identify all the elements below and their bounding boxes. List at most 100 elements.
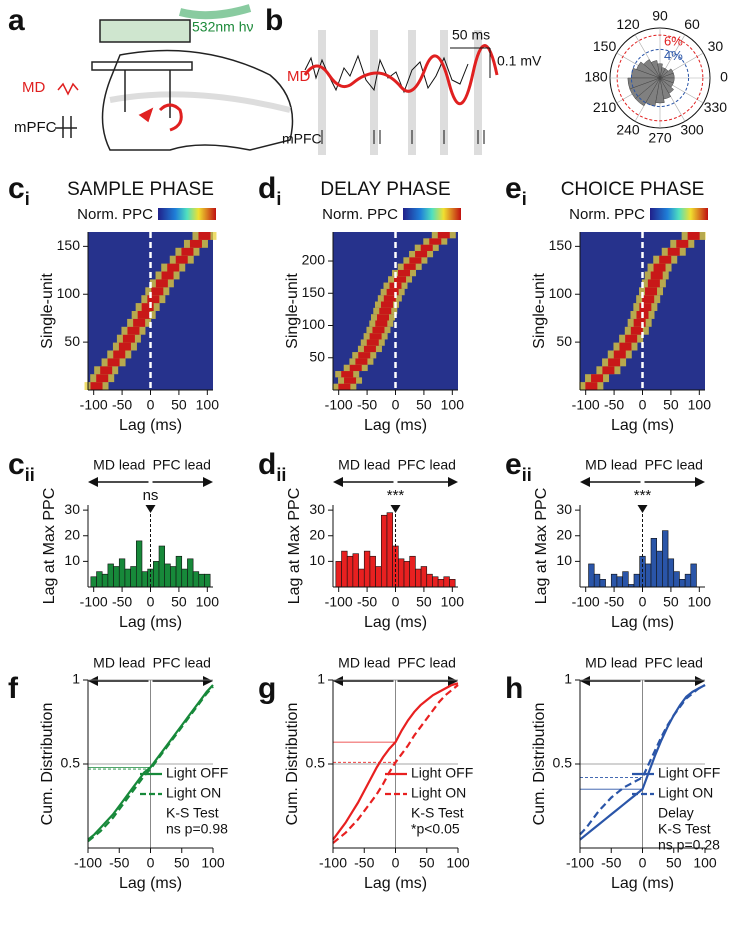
lead-label: MD lead [585, 655, 637, 671]
x-tick-label: 100 [688, 594, 712, 610]
x-tick-label: -100 [74, 855, 102, 871]
y-axis-label: Single-unit [284, 273, 301, 349]
bar [346, 555, 354, 588]
bar [181, 568, 188, 588]
y-tick-label: 50 [556, 333, 572, 349]
y-tick-label: 20 [309, 526, 325, 542]
brain-outline [101, 49, 294, 151]
heat-peak [602, 366, 615, 375]
time-scale-label: 50 ms [452, 27, 490, 43]
x-tick-label: 100 [446, 855, 470, 871]
y-tick-label: 0.5 [553, 755, 573, 771]
y-tick-label: 0.5 [306, 755, 326, 771]
x-axis-label: Lag (ms) [364, 614, 427, 631]
panel-sublabel: i [25, 189, 30, 209]
bar [341, 550, 348, 588]
panel-sublabel: i [276, 189, 281, 209]
x-tick-label: 50 [666, 855, 682, 871]
arrowhead [203, 477, 213, 487]
panel-label: b [265, 4, 283, 37]
colorbar-label: Norm. PPC [569, 206, 645, 223]
panel-label: ci [8, 172, 30, 209]
heat-peak [380, 301, 393, 308]
theta-tick-label: 270 [648, 130, 672, 146]
colorbar-label: Norm. PPC [322, 206, 398, 223]
cycle-band [408, 30, 416, 155]
bar [599, 579, 606, 588]
arrowhead [580, 676, 590, 686]
heat-peak [133, 318, 146, 327]
x-tick-label: -100 [80, 594, 108, 610]
bar [118, 558, 126, 588]
x-axis-label: Lag (ms) [364, 417, 427, 434]
y-axis-label: Lag at Max PPC [41, 488, 58, 605]
heat-peak [122, 334, 135, 343]
bar [369, 555, 376, 588]
x-tick-label: 100 [441, 397, 465, 413]
cycle-band [474, 30, 482, 155]
x-axis-label: Lag (ms) [611, 875, 674, 892]
heat-peak [338, 383, 351, 390]
test-label: K-S Test [658, 821, 711, 837]
polar-bar [659, 77, 675, 94]
heat-peak [608, 358, 621, 367]
y-tick-label: 1 [72, 671, 80, 687]
heat-peak [383, 295, 396, 302]
theta-tick-label: 120 [616, 16, 640, 32]
heat-peak [659, 255, 672, 264]
panel-label: eii [505, 448, 532, 485]
theta-tick-label: 60 [684, 16, 700, 32]
y-tick-label: 20 [556, 526, 572, 542]
bar [633, 573, 640, 588]
heat-peak [379, 307, 392, 315]
bar [662, 530, 669, 588]
lead-label: PFC lead [645, 457, 703, 473]
x-tick-label: 0 [639, 594, 647, 610]
legend-note: Delay [658, 805, 694, 821]
test-label: K-S Test [166, 805, 219, 821]
legend-label: Light ON [166, 785, 221, 801]
heat-peak [189, 239, 202, 248]
legend-label: Light OFF [658, 765, 720, 781]
heat-peak [369, 333, 382, 340]
x-tick-label: -50 [601, 855, 621, 871]
x-tick-label: 100 [688, 397, 712, 413]
bar [170, 566, 177, 588]
bar [101, 573, 109, 588]
test-result: *p<0.05 [411, 821, 460, 837]
heat-peak [415, 250, 428, 258]
theta-tick-label: 330 [704, 99, 728, 115]
polar-bar [659, 77, 675, 84]
x-tick-label: 50 [416, 397, 432, 413]
polar-bar [655, 77, 665, 104]
x-axis-label: Lag (ms) [364, 875, 427, 892]
heat-peak [107, 358, 120, 367]
bar [187, 558, 194, 588]
bar [192, 571, 200, 588]
colorbar [403, 208, 461, 220]
lead-label: MD lead [93, 655, 145, 671]
legend-label: Light ON [411, 785, 466, 801]
y-tick-label: 100 [549, 285, 573, 301]
bar [616, 576, 623, 588]
x-tick-label: 50 [663, 594, 679, 610]
x-tick-label: -50 [604, 594, 624, 610]
y-tick-label: 50 [64, 333, 80, 349]
colorbar [650, 208, 708, 220]
theta-tick-label: 210 [593, 99, 617, 115]
bar [409, 555, 416, 588]
heat-peak [642, 295, 655, 304]
heat-peak [349, 364, 362, 372]
x-tick-label: 50 [416, 594, 432, 610]
bar [107, 563, 114, 588]
y-tick-label: 200 [302, 252, 326, 268]
polar-bar [659, 77, 672, 100]
polar-bar [635, 77, 661, 107]
x-tick-label: 100 [201, 855, 225, 871]
heat-peak [403, 263, 416, 270]
arrowhead [203, 676, 213, 686]
significance: *** [634, 487, 652, 504]
volt-scale-label: 0.1 mV [497, 53, 542, 69]
bar [403, 561, 411, 588]
